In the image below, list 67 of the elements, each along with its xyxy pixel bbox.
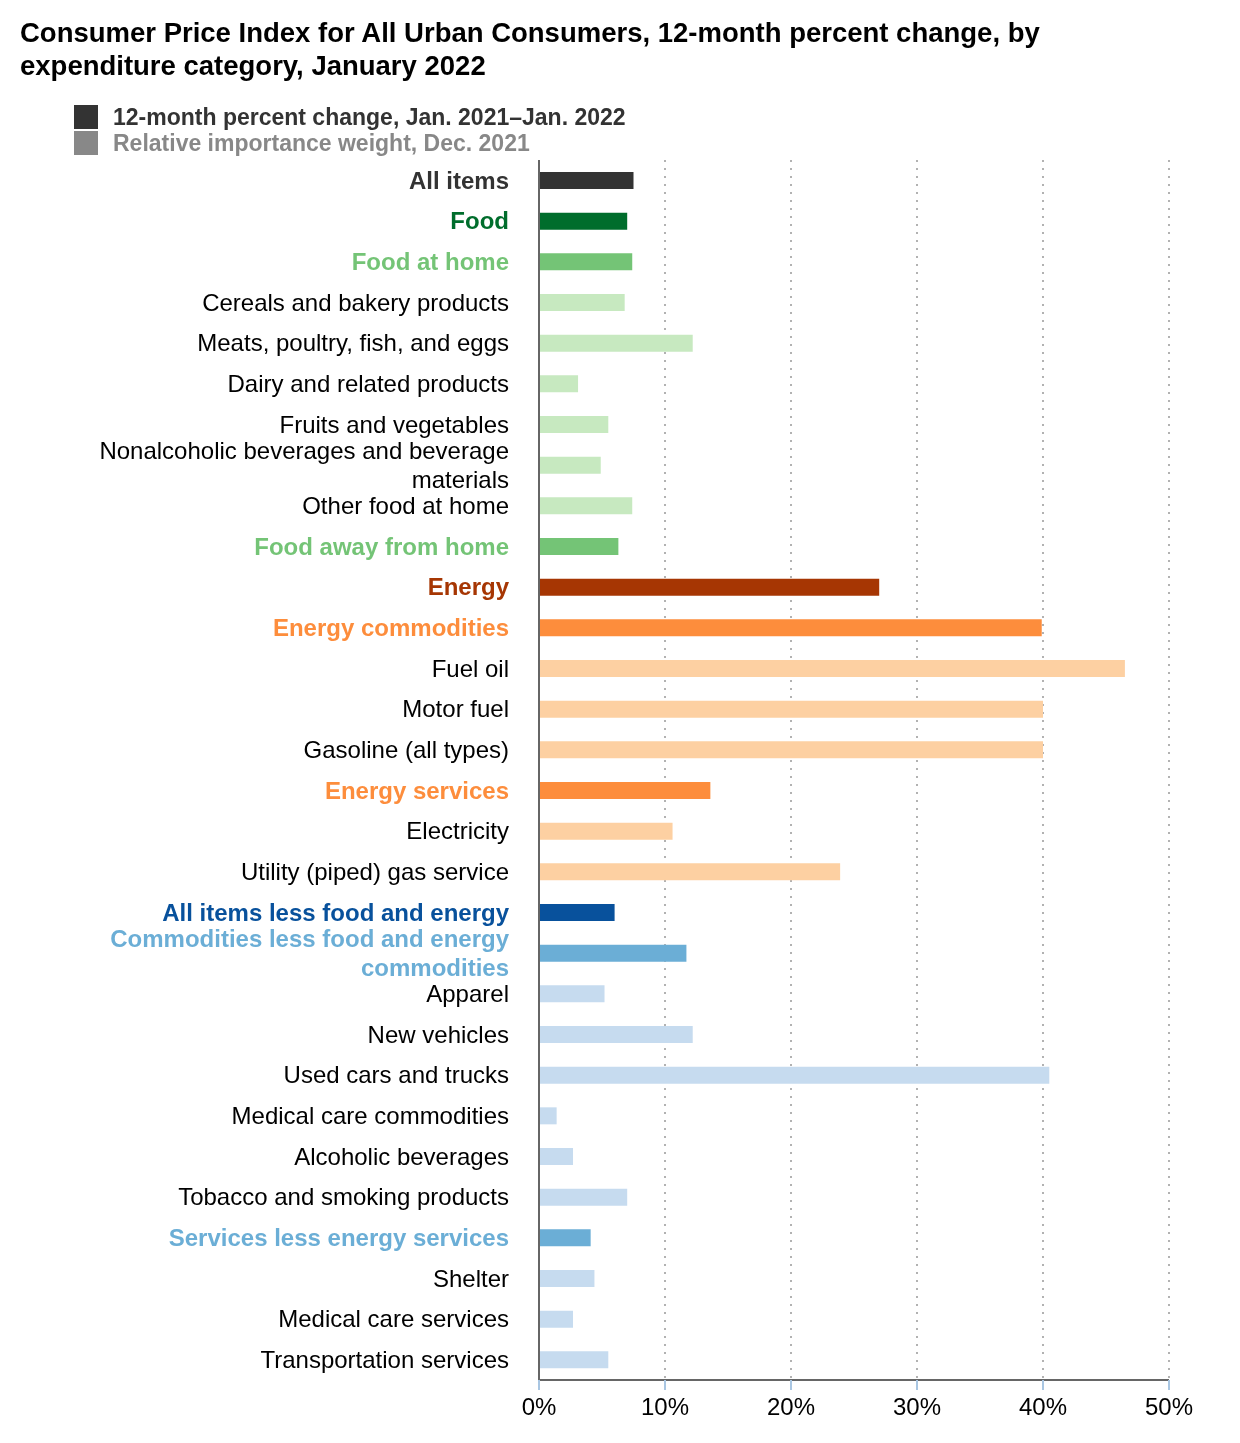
bar [539, 1026, 693, 1043]
bar [539, 782, 711, 799]
bar [539, 212, 628, 230]
bar [539, 578, 880, 596]
bar [539, 456, 601, 474]
bar [539, 538, 619, 555]
y-tick-label: All items [408, 166, 509, 194]
bar [539, 985, 605, 1003]
y-tick-label: Gasoline (all types) [303, 736, 509, 764]
bar [539, 619, 1042, 637]
y-tick-label: Transportation services [260, 1346, 509, 1374]
y-tick-label: Electricity [406, 817, 509, 845]
y-tick-label: Food [450, 207, 509, 235]
y-tick-label: Medical care commodities [231, 1102, 509, 1130]
x-tick-label: 0% [521, 1393, 557, 1421]
bar [539, 253, 633, 271]
y-tick-label: Services less energy services [168, 1224, 509, 1252]
y-tick-label: Food away from home [254, 532, 509, 560]
y-tick-label: New vehicles [367, 1020, 509, 1048]
bar [539, 172, 634, 189]
y-tick-label: Medical care services [278, 1305, 509, 1333]
x-tick-label: 10% [640, 1393, 690, 1421]
bar [539, 1270, 595, 1287]
y-tick-label: Apparel [426, 980, 509, 1008]
bar [539, 334, 693, 352]
y-tick-label: Alcoholic beverages [294, 1142, 509, 1170]
y-tick-label: Other food at home [302, 492, 509, 520]
y-tick-label: Used cars and trucks [283, 1061, 509, 1089]
y-tick-label: Energy [427, 573, 510, 601]
x-tick-label: 40% [1018, 1393, 1068, 1421]
bar [539, 1188, 628, 1206]
y-tick-label: Dairy and related products [227, 370, 509, 398]
y-tick-label: Fuel oil [431, 654, 509, 682]
x-tick-label: 30% [892, 1393, 942, 1421]
bar [539, 741, 1043, 759]
bar [539, 822, 673, 840]
y-tick-label: Fruits and vegetables [279, 410, 509, 438]
y-tick-label: Energy commodities [272, 614, 509, 642]
bar [539, 1148, 574, 1165]
legend-label: Relative importance weight, Dec. 2021 [113, 130, 530, 156]
legend-label: 12-month percent change, Jan. 2021–Jan. 2022 [113, 104, 626, 130]
y-tick-label: Energy services [324, 776, 509, 804]
bar [539, 863, 841, 881]
y-tick-label: Food at home [351, 248, 509, 276]
bar [539, 1066, 1050, 1084]
y-tick-label: Motor fuel [402, 695, 509, 723]
bar [539, 700, 1043, 718]
chart-title: Consumer Price Index for All Urban Consumers, 12-month percent change, by expenditure category, January 2022 [20, 16, 1041, 82]
y-tick-label: Tobacco and smoking products [178, 1183, 509, 1211]
bar [539, 1351, 609, 1369]
bar [539, 1107, 557, 1125]
bar [539, 1310, 574, 1328]
bar [539, 660, 1125, 677]
x-tick-label: 50% [1144, 1393, 1194, 1421]
y-tick-label: Shelter [432, 1264, 509, 1292]
bar [539, 416, 609, 433]
y-tick-label: Meats, poultry, fish, and eggs [197, 329, 509, 357]
bar [539, 904, 615, 921]
bar [539, 375, 579, 393]
x-tick-label: 20% [766, 1393, 816, 1421]
y-tick-label: Utility (piped) gas service [240, 858, 509, 886]
y-tick-label: All items less food and energy [162, 898, 510, 926]
bar [539, 944, 687, 962]
y-tick-label: Cereals and bakery products [202, 288, 509, 316]
bar [539, 1229, 591, 1247]
bar [539, 294, 625, 311]
bar [539, 497, 633, 515]
